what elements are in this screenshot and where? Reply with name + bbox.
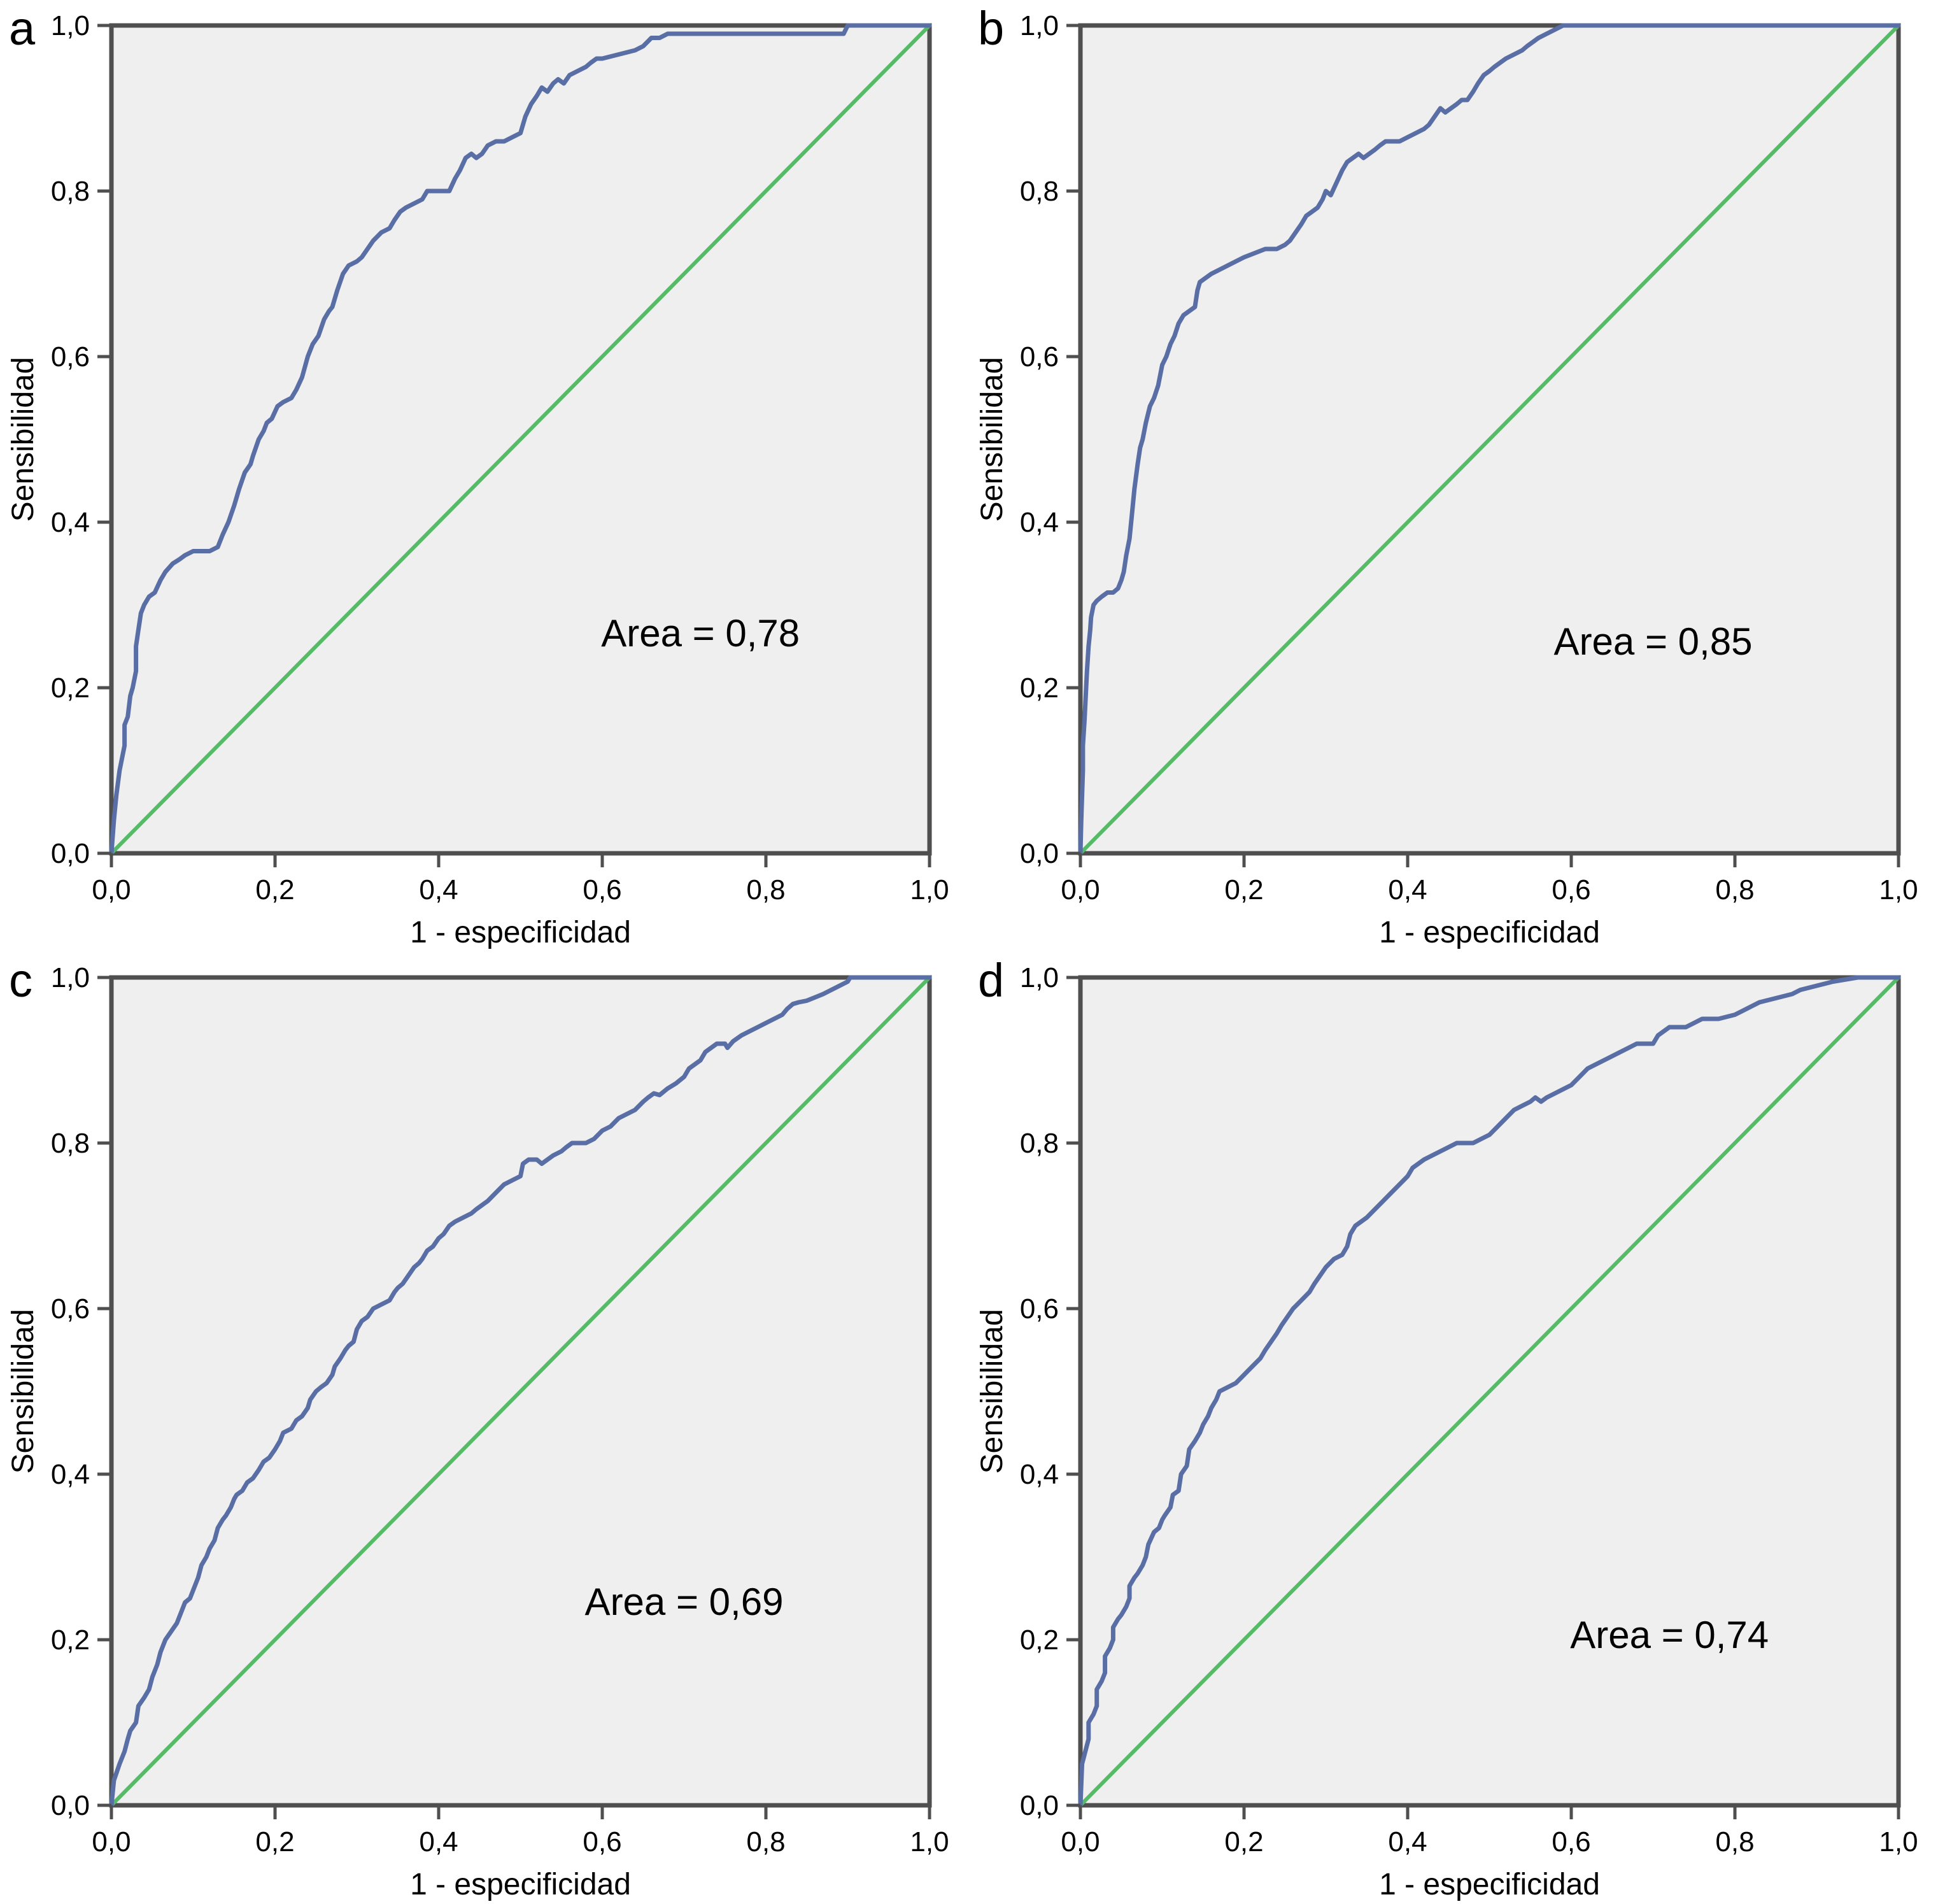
x-axis-title: 1 - especificidad: [410, 1868, 631, 1901]
panel-a-letter: a: [9, 2, 36, 55]
y-tick-label: 0,0: [51, 1790, 90, 1821]
x-tick-label: 0,0: [1061, 874, 1100, 906]
x-tick-label: 0,6: [1552, 1826, 1590, 1858]
panel-b-letter: b: [978, 2, 1005, 55]
y-tick-label: 0,2: [51, 672, 90, 704]
auc-annotation: Area = 0,69: [585, 1581, 784, 1623]
auc-annotation: Area = 0,85: [1554, 620, 1753, 663]
x-tick-label: 0,4: [1388, 874, 1427, 906]
y-tick-label: 1,0: [1020, 962, 1059, 993]
x-tick-label: 0,8: [746, 1826, 785, 1858]
y-tick-label: 0,4: [51, 507, 90, 538]
y-tick-label: 0,6: [1020, 1293, 1059, 1325]
reference-diagonal-line: [1079, 24, 1900, 855]
panel-d: d 0,0 0,2 0,4 0,6 0,8 1,0 0,0 0,2 0,4 0,6 0,8 1,0 1 …: [969, 952, 1938, 1904]
x-tick-label: 1,0: [910, 874, 949, 906]
x-tick-label: 1,0: [1879, 1826, 1918, 1858]
x-tick-label: 0,6: [583, 1826, 621, 1858]
y-axis-title: Sensibilidad: [6, 1309, 40, 1474]
x-tick-label: 1,0: [1879, 874, 1918, 906]
x-axis-title: 1 - especificidad: [410, 916, 631, 949]
y-tick-label: 0,4: [51, 1459, 90, 1490]
x-tick-label: 0,8: [746, 874, 785, 906]
x-tick-label: 1,0: [910, 1826, 949, 1858]
x-tick-label: 0,6: [583, 874, 621, 906]
y-axis-title: Sensibilidad: [6, 357, 40, 522]
x-tick-label: 0,2: [255, 874, 294, 906]
y-tick-label: 1,0: [1020, 10, 1059, 41]
roc-plot-b: 0,0 0,2 0,4 0,6 0,8 1,0 0,0 0,2 0,4 0,6 0,8 1,0 1 - …: [975, 10, 1918, 949]
plot-frame: [109, 975, 932, 1808]
y-tick-label: 0,0: [1020, 1790, 1059, 1821]
panel-a: a 0,0 0,2 0,4 0,6 0,8 1,0 0,0 0,2 0,4 0,6 0,8 1,0 1 …: [0, 0, 969, 952]
plot-frame: [1078, 23, 1901, 856]
x-tick-label: 0,2: [1224, 874, 1263, 906]
x-axis-title: 1 - especificidad: [1379, 1868, 1600, 1901]
x-tick-label: 0,8: [1715, 1826, 1754, 1858]
y-tick-label: 0,6: [51, 341, 90, 373]
x-tick-label: 0,2: [1224, 1826, 1263, 1858]
x-tick-label: 0,0: [92, 1826, 131, 1858]
y-tick-label: 0,8: [1020, 176, 1059, 207]
x-tick-label: 0,2: [255, 1826, 294, 1858]
y-tick-label: 1,0: [51, 962, 90, 993]
y-axis-title: Sensibilidad: [975, 1309, 1009, 1474]
roc-plot-a: 0,0 0,2 0,4 0,6 0,8 1,0 0,0 0,2 0,4 0,6 0,8 1,0 1 - …: [6, 10, 949, 949]
x-tick-label: 0,4: [419, 874, 458, 906]
y-tick-label: 0,8: [51, 1128, 90, 1159]
panel-b: b 0,0 0,2 0,4 0,6 0,8 1,0 0,0 0,2 0,4 0,6 0,8 1,0 1 …: [969, 0, 1938, 952]
x-tick-label: 0,4: [1388, 1826, 1427, 1858]
x-tick-label: 0,0: [92, 874, 131, 906]
roc-curve-line: [1078, 975, 1901, 1808]
reference-diagonal-line: [110, 24, 931, 855]
reference-diagonal-line: [1079, 976, 1900, 1807]
auc-annotation: Area = 0,78: [601, 612, 800, 655]
y-tick-label: 0,8: [51, 176, 90, 207]
plot-frame: [109, 23, 932, 856]
plot-frame: [1078, 975, 1901, 1808]
panel-d-letter: d: [978, 954, 1005, 1007]
y-tick-label: 1,0: [51, 10, 90, 41]
y-tick-label: 0,0: [51, 838, 90, 869]
x-tick-label: 0,8: [1715, 874, 1754, 906]
panel-c: c 0,0 0,2 0,4 0,6 0,8 1,0 0,0 0,2 0,4 0,6 0,8 1,0 1 …: [0, 952, 969, 1904]
y-tick-label: 0,4: [1020, 507, 1059, 538]
y-tick-label: 0,2: [1020, 1624, 1059, 1656]
reference-diagonal-line: [110, 976, 931, 1807]
roc-curve-line: [1078, 23, 1901, 856]
y-tick-label: 0,6: [1020, 341, 1059, 373]
auc-annotation: Area = 0,74: [1570, 1614, 1769, 1656]
y-tick-label: 0,0: [1020, 838, 1059, 869]
y-tick-label: 0,4: [1020, 1459, 1059, 1490]
roc-plot-d: 0,0 0,2 0,4 0,6 0,8 1,0 0,0 0,2 0,4 0,6 0,8 1,0 1 - …: [975, 962, 1918, 1901]
roc-curve-line: [109, 975, 932, 1808]
y-tick-label: 0,6: [51, 1293, 90, 1325]
x-tick-label: 0,4: [419, 1826, 458, 1858]
y-tick-label: 0,8: [1020, 1128, 1059, 1159]
y-axis-title: Sensibilidad: [975, 357, 1009, 522]
roc-plot-c: 0,0 0,2 0,4 0,6 0,8 1,0 0,0 0,2 0,4 0,6 0,8 1,0 1 - …: [6, 962, 949, 1901]
x-tick-label: 0,0: [1061, 1826, 1100, 1858]
panel-c-letter: c: [9, 954, 32, 1007]
x-axis-title: 1 - especificidad: [1379, 916, 1600, 949]
y-tick-label: 0,2: [1020, 672, 1059, 704]
y-tick-label: 0,2: [51, 1624, 90, 1656]
roc-curve-line: [109, 23, 932, 856]
x-tick-label: 0,6: [1552, 874, 1590, 906]
